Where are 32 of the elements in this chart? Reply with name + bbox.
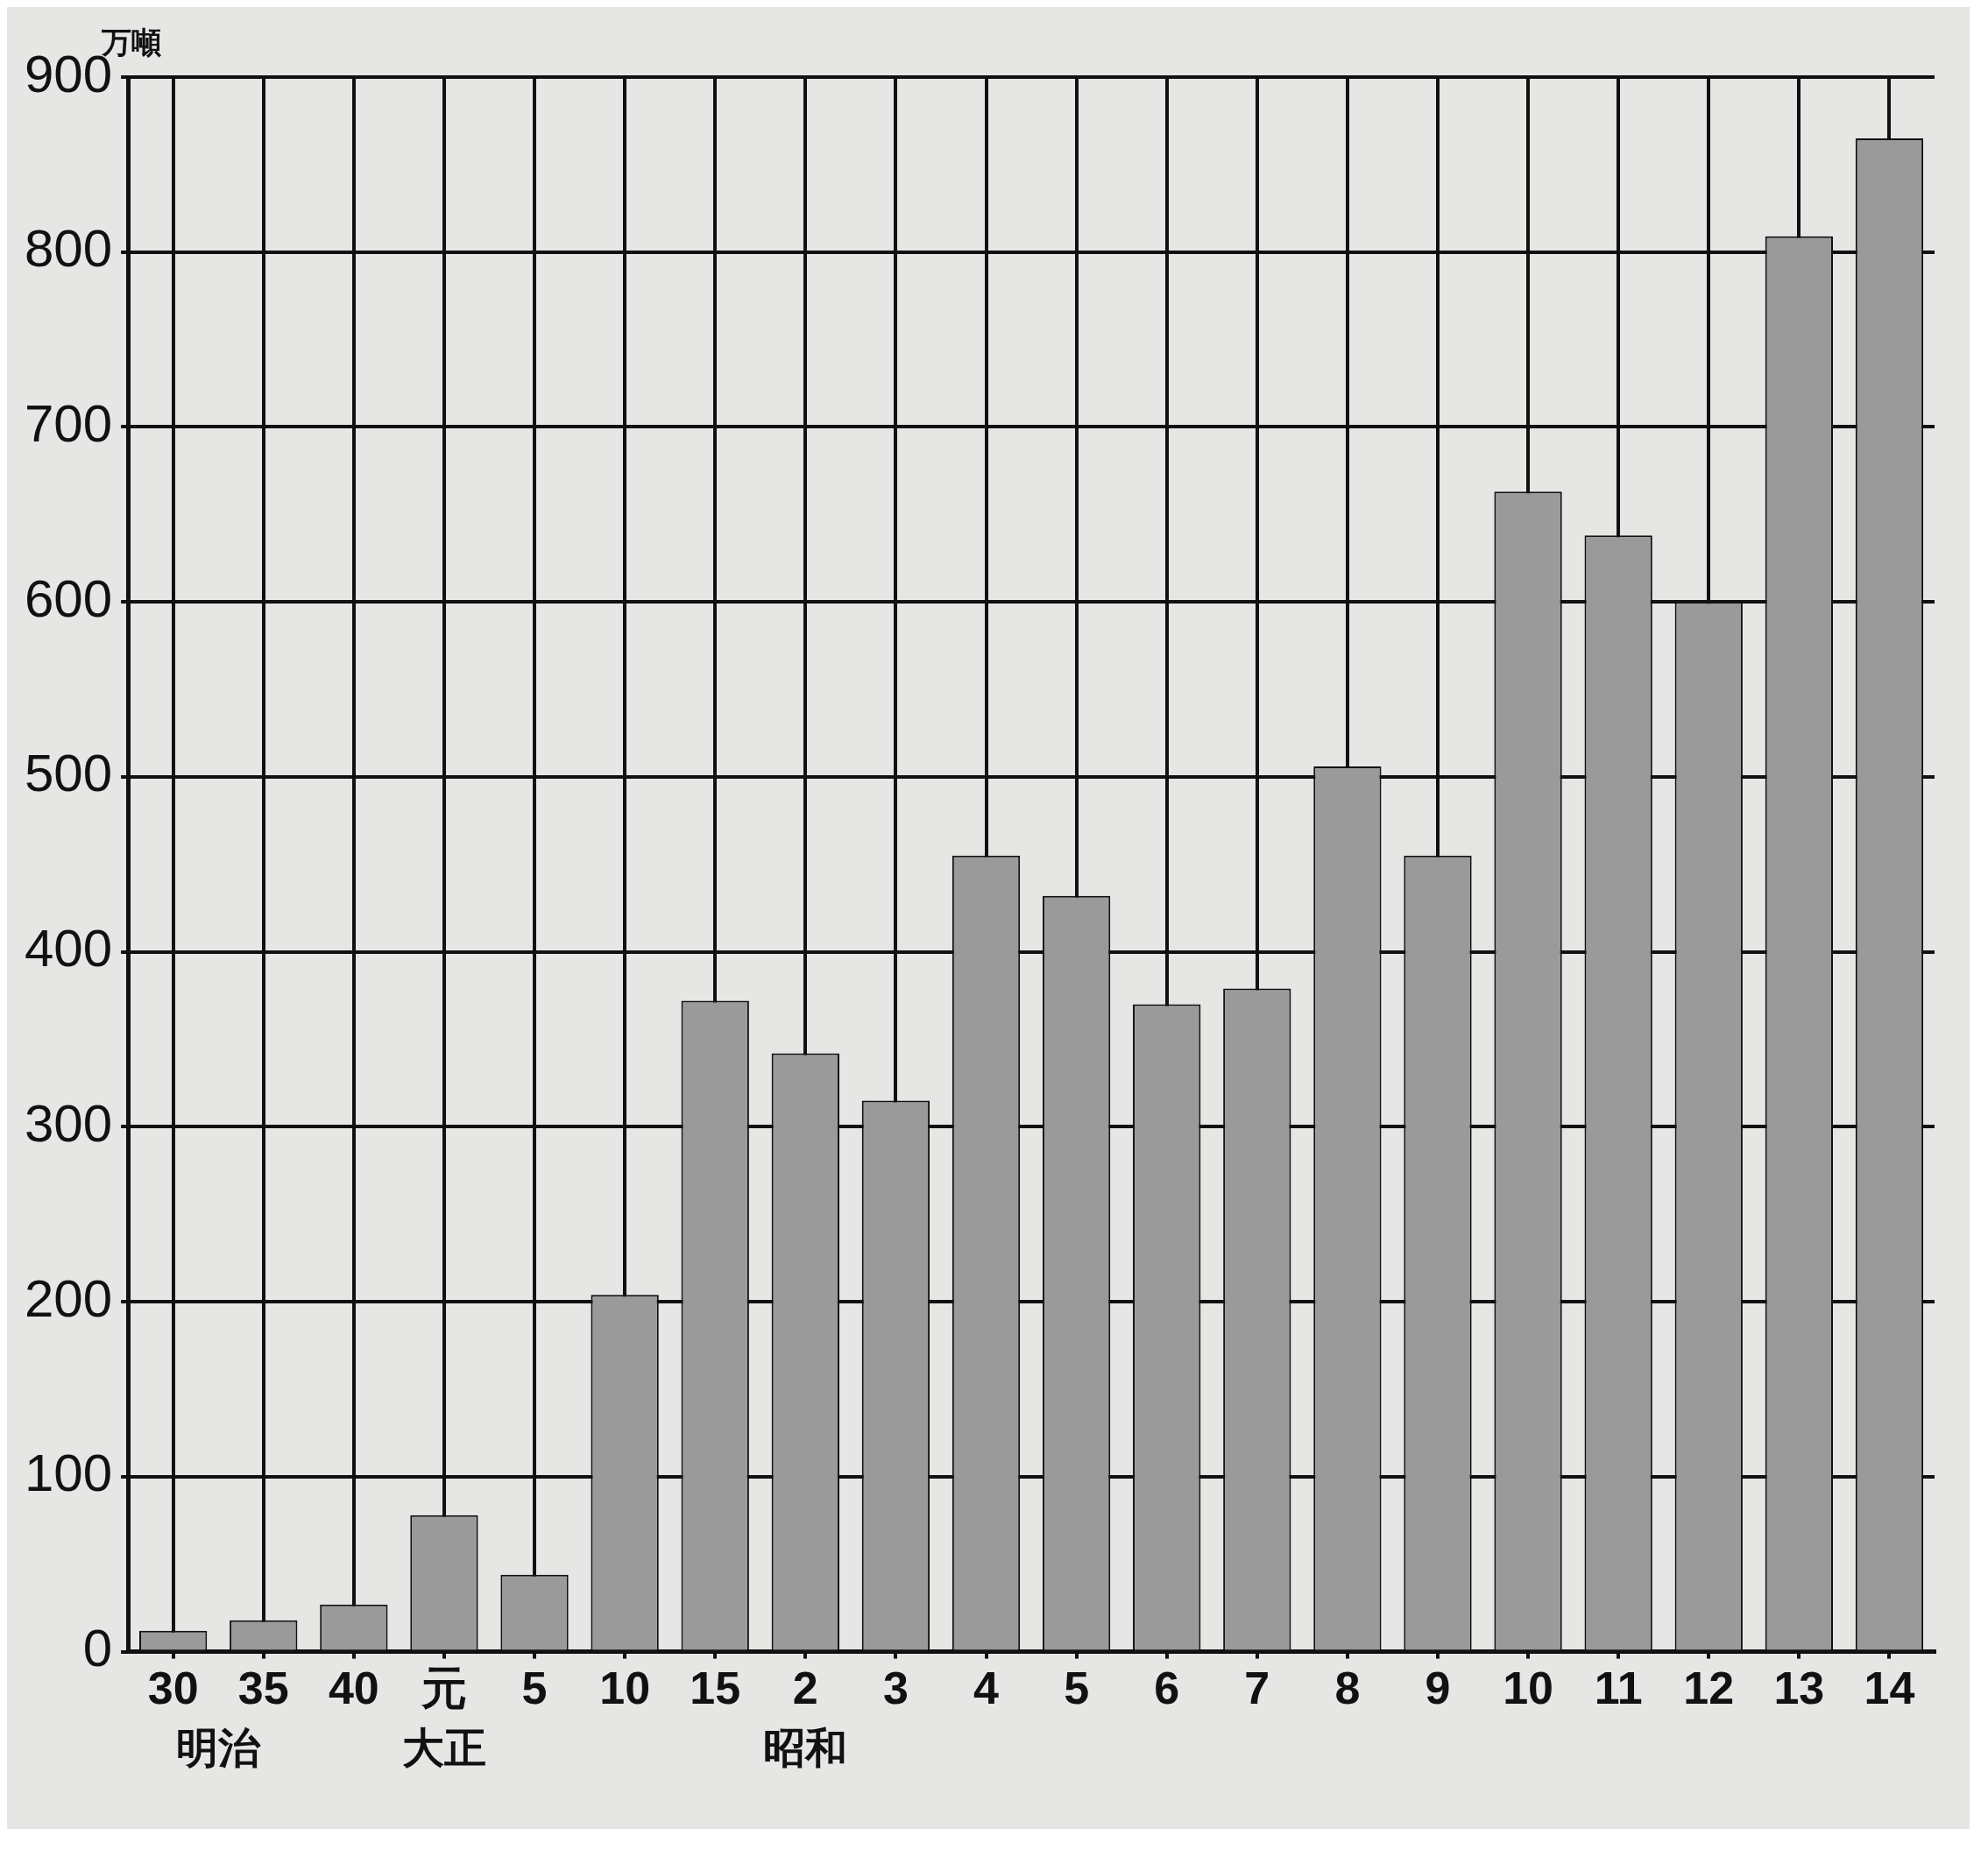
- y-tick-label: 600: [25, 568, 113, 628]
- y-tick-label: 100: [25, 1444, 113, 1503]
- x-tick-label: 4: [973, 1663, 1000, 1714]
- x-tick-label: 3: [882, 1663, 909, 1714]
- y-tick-label: 700: [25, 394, 113, 454]
- x-tick-label: 10: [599, 1663, 651, 1714]
- x-tick-label: 9: [1425, 1663, 1451, 1714]
- x-tick-label: 30: [147, 1663, 199, 1714]
- text: 大正: [401, 1723, 486, 1773]
- x-tick-label: 7: [1244, 1663, 1270, 1714]
- y-tick-label: 400: [25, 919, 113, 978]
- x-tick-label: 元: [420, 1663, 467, 1714]
- x-tick-label: 15: [690, 1663, 741, 1714]
- y-tick-label: 0: [82, 1619, 113, 1678]
- text: 昭和: [763, 1723, 848, 1773]
- x-tick-label: 8: [1334, 1663, 1361, 1714]
- y-tick-label: 200: [25, 1268, 113, 1328]
- x-tick-label: 5: [1064, 1663, 1090, 1714]
- x-tick-label: 35: [237, 1663, 289, 1714]
- x-tick-label: 5: [521, 1663, 548, 1714]
- x-tick-label: 6: [1154, 1663, 1180, 1714]
- x-tick-label: 2: [792, 1663, 818, 1714]
- x-tick-label: 10: [1503, 1663, 1553, 1714]
- x-tick-label: 12: [1683, 1663, 1735, 1714]
- x-tick-label: 11: [1594, 1663, 1643, 1714]
- y-tick-label: 800: [25, 219, 113, 279]
- y-tick-label: 300: [25, 1093, 113, 1153]
- x-tick-label: 40: [328, 1663, 379, 1714]
- text: 明治: [176, 1723, 262, 1773]
- x-tick-label: 13: [1773, 1663, 1825, 1714]
- y-tick-label: 500: [25, 744, 113, 803]
- x-tick-label: 14: [1864, 1663, 1915, 1714]
